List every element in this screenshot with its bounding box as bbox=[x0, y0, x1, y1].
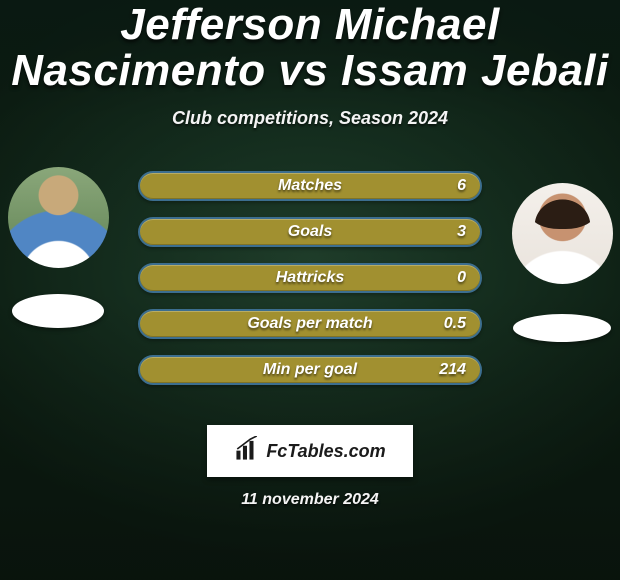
stat-value-right: 214 bbox=[439, 361, 466, 379]
stat-label: Hattricks bbox=[140, 269, 480, 287]
stat-bar: Goals3 bbox=[138, 217, 482, 247]
logo-icon bbox=[234, 436, 260, 467]
stat-label: Goals per match bbox=[140, 315, 480, 333]
stat-label: Goals bbox=[140, 223, 480, 241]
stat-label: Matches bbox=[140, 177, 480, 195]
stat-value-right: 0.5 bbox=[444, 315, 466, 333]
player-right-flag bbox=[513, 314, 611, 342]
player-left-col bbox=[3, 167, 113, 328]
stat-label: Min per goal bbox=[140, 361, 480, 379]
subtitle: Club competitions, Season 2024 bbox=[0, 108, 620, 129]
stat-bar: Min per goal214 bbox=[138, 355, 482, 385]
comparison-area: Matches6Goals3Hattricks0Goals per match0… bbox=[0, 167, 620, 413]
stat-value-right: 6 bbox=[457, 177, 466, 195]
stat-value-right: 3 bbox=[457, 223, 466, 241]
logo-text: FcTables.com bbox=[266, 441, 385, 462]
stat-bars: Matches6Goals3Hattricks0Goals per match0… bbox=[138, 171, 482, 385]
stat-bar: Matches6 bbox=[138, 171, 482, 201]
player-left-avatar bbox=[8, 167, 109, 268]
player-left-flag bbox=[12, 294, 104, 328]
player-right-col bbox=[507, 183, 617, 342]
stat-bar: Goals per match0.5 bbox=[138, 309, 482, 339]
player-right-avatar bbox=[512, 183, 613, 284]
stat-value-right: 0 bbox=[457, 269, 466, 287]
logo-box: FcTables.com bbox=[207, 425, 413, 477]
page-title: Jefferson Michael Nascimento vs Issam Je… bbox=[0, 0, 620, 94]
date-text: 11 november 2024 bbox=[0, 491, 620, 509]
content: Jefferson Michael Nascimento vs Issam Je… bbox=[0, 0, 620, 580]
stat-bar: Hattricks0 bbox=[138, 263, 482, 293]
